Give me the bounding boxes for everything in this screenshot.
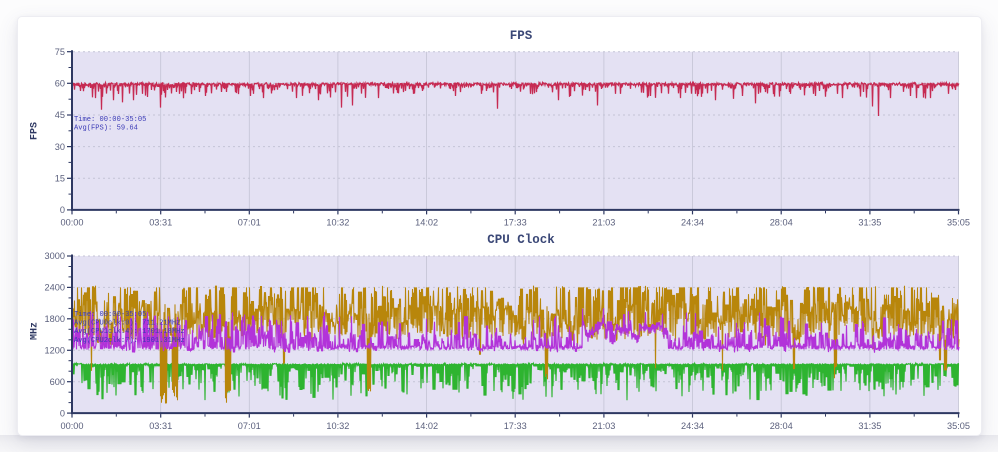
svg-text:35:05: 35:05 bbox=[947, 218, 970, 228]
svg-text:17:33: 17:33 bbox=[504, 218, 527, 228]
svg-text:75: 75 bbox=[55, 47, 65, 57]
svg-text:Avg(CPU2clk:7): 1901.31MHz: Avg(CPU2clk:7): 1901.31MHz bbox=[74, 337, 185, 345]
svg-text:15: 15 bbox=[55, 174, 65, 184]
svg-text:00:00: 00:00 bbox=[61, 218, 84, 228]
svg-text:21:03: 21:03 bbox=[592, 421, 615, 431]
svg-text:0: 0 bbox=[60, 408, 65, 418]
svg-text:1800: 1800 bbox=[45, 314, 65, 324]
svg-text:Avg(CPU1clk:4): 1701.18MHz: Avg(CPU1clk:4): 1701.18MHz bbox=[74, 328, 185, 336]
svg-text:00:00: 00:00 bbox=[61, 421, 84, 431]
svg-text:14:02: 14:02 bbox=[415, 218, 438, 228]
svg-text:30: 30 bbox=[55, 142, 65, 152]
svg-text:Avg(FPS): 59.64: Avg(FPS): 59.64 bbox=[74, 125, 138, 133]
svg-text:31:35: 31:35 bbox=[858, 421, 881, 431]
svg-text:3000: 3000 bbox=[45, 251, 65, 261]
svg-text:28:04: 28:04 bbox=[770, 218, 793, 228]
svg-text:28:04: 28:04 bbox=[770, 421, 793, 431]
svg-text:03:31: 03:31 bbox=[149, 218, 172, 228]
svg-text:35:05: 35:05 bbox=[947, 421, 970, 431]
svg-text:Time: 00:00-35:05: Time: 00:00-35:05 bbox=[74, 311, 146, 319]
svg-text:10:32: 10:32 bbox=[326, 218, 349, 228]
svg-text:600: 600 bbox=[50, 377, 65, 387]
svg-text:07:01: 07:01 bbox=[238, 218, 261, 228]
svg-text:21:03: 21:03 bbox=[592, 218, 615, 228]
svg-text:45: 45 bbox=[55, 110, 65, 120]
svg-text:24:34: 24:34 bbox=[681, 218, 704, 228]
svg-text:FPS: FPS bbox=[510, 29, 533, 43]
svg-text:Time: 00:00-35:05: Time: 00:00-35:05 bbox=[74, 116, 146, 124]
svg-text:31:35: 31:35 bbox=[858, 218, 881, 228]
svg-text:MHz: MHz bbox=[30, 322, 41, 340]
svg-text:24:34: 24:34 bbox=[681, 421, 704, 431]
svg-text:1200: 1200 bbox=[45, 346, 65, 356]
svg-text:07:01: 07:01 bbox=[238, 421, 261, 431]
svg-text:03:31: 03:31 bbox=[149, 421, 172, 431]
svg-text:FPS: FPS bbox=[30, 122, 41, 140]
svg-text:2400: 2400 bbox=[45, 283, 65, 293]
svg-text:17:33: 17:33 bbox=[504, 421, 527, 431]
svg-text:14:02: 14:02 bbox=[415, 421, 438, 431]
svg-text:60: 60 bbox=[55, 79, 65, 89]
svg-text:Avg(CPU0clk:0): 711.21MHz: Avg(CPU0clk:0): 711.21MHz bbox=[74, 320, 180, 328]
svg-text:CPU Clock: CPU Clock bbox=[487, 233, 555, 247]
svg-text:10:32: 10:32 bbox=[326, 421, 349, 431]
svg-text:0: 0 bbox=[60, 205, 65, 215]
